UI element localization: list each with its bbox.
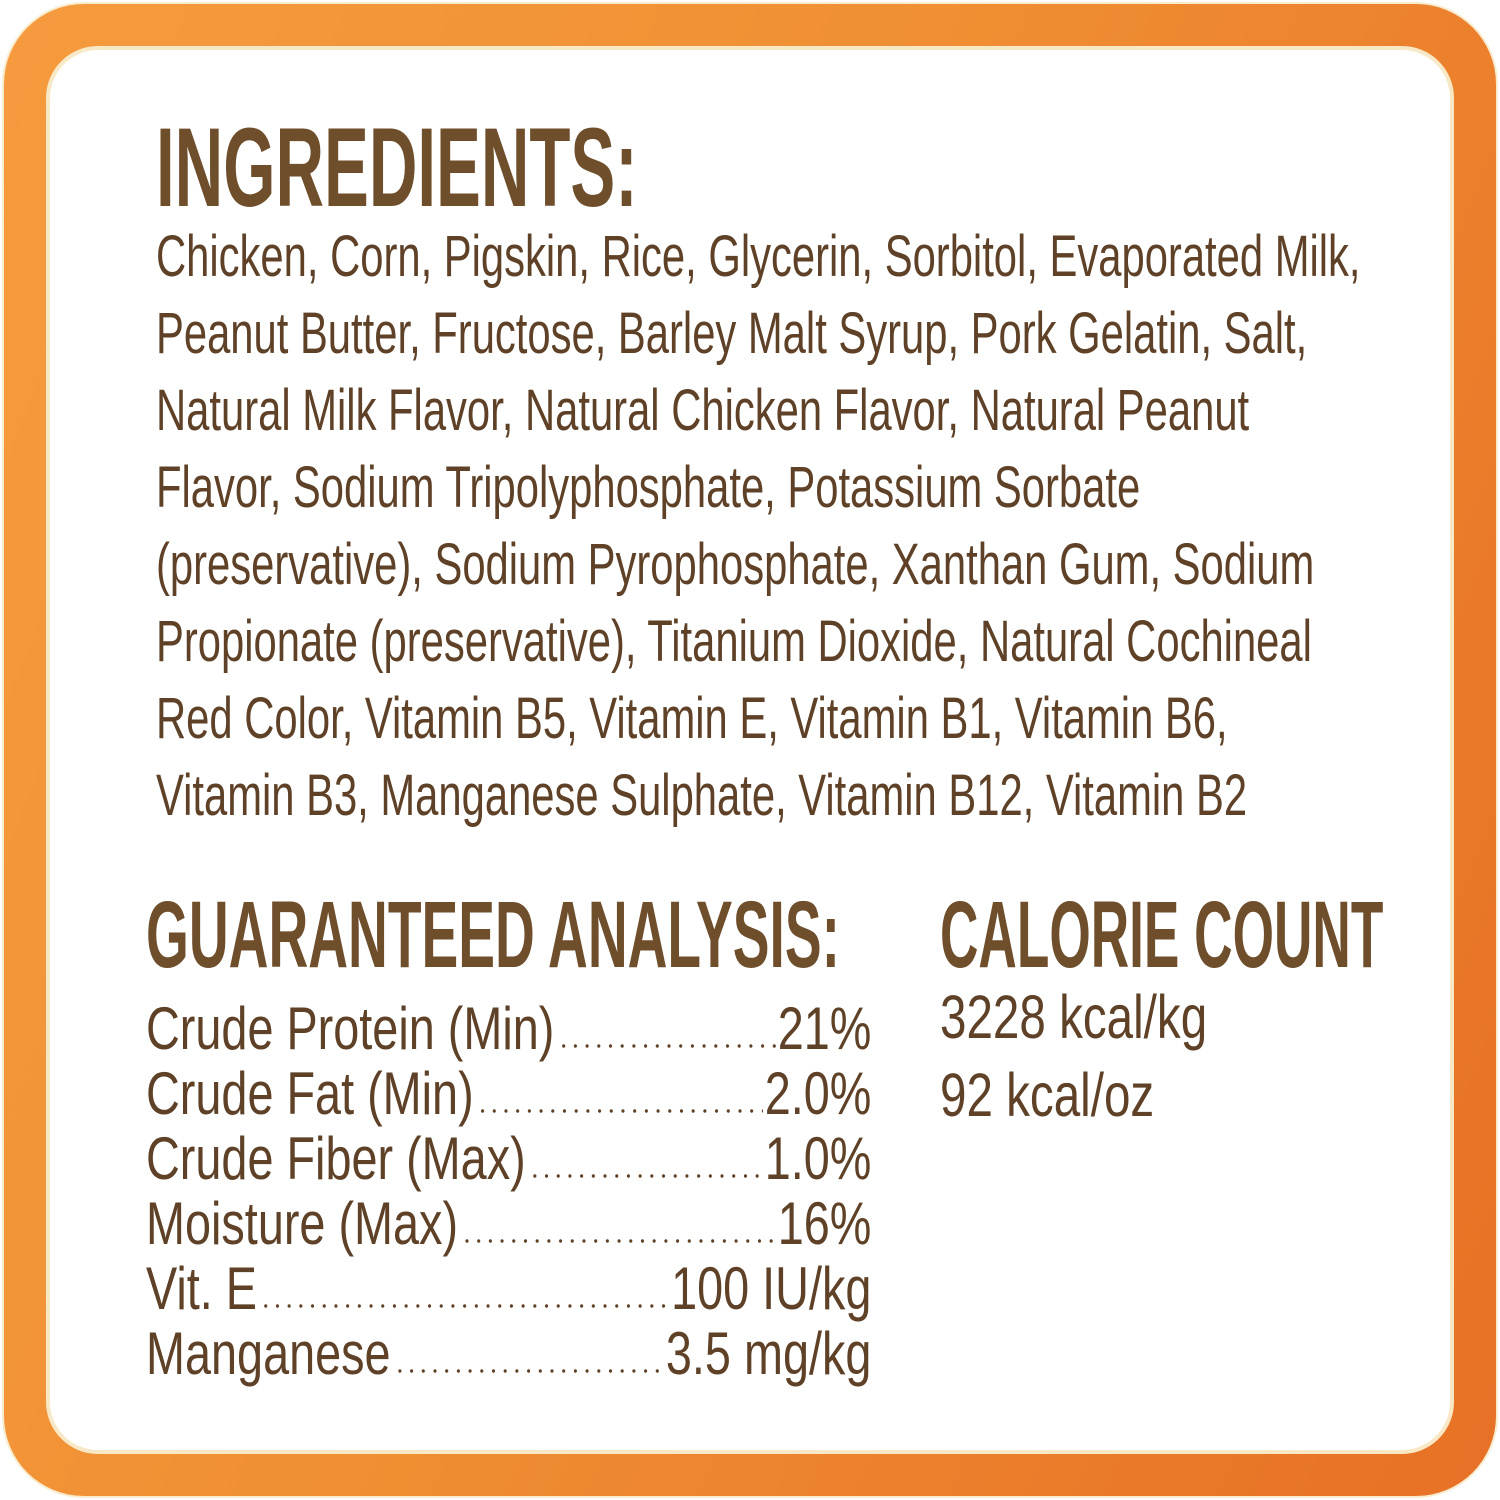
guaranteed-analysis-table: Crude Protein (Min) 21% Crude Fat (Min) … (146, 996, 871, 1386)
orange-border-frame (4, 4, 1496, 1496)
dot-leader (459, 1191, 777, 1256)
analysis-value: 16% (777, 1190, 872, 1257)
analysis-value: 1.0% (764, 1125, 872, 1192)
analysis-row: Manganese 3.5 mg/kg (146, 1321, 871, 1386)
ingredients-line: Red Color, Vitamin B5, Vitamin E, Vitami… (156, 686, 1228, 751)
ingredients-list: Chicken, Corn, Pigskin, Rice, Glycerin, … (156, 218, 1361, 834)
dot-leader (475, 1061, 764, 1126)
dot-leader (555, 996, 777, 1061)
ingredients-line: Vitamin B3, Manganese Sulphate, Vitamin … (156, 763, 1248, 828)
dot-leader (258, 1256, 670, 1321)
calorie-count-values: 3228 kcal/kg 92 kcal/oz (940, 978, 1207, 1134)
ingredients-heading: INGREDIENTS: (156, 105, 638, 230)
analysis-label: Moisture (Max) (146, 1190, 459, 1257)
analysis-row: Crude Fiber (Max) 1.0% (146, 1126, 871, 1191)
analysis-row: Vit. E 100 IU/kg (146, 1256, 871, 1321)
analysis-row: Moisture (Max) 16% (146, 1191, 871, 1256)
analysis-label: Vit. E (146, 1255, 257, 1322)
analysis-value: 100 IU/kg (671, 1255, 872, 1322)
analysis-label: Crude Fiber (Max) (146, 1125, 526, 1192)
analysis-label: Crude Protein (Min) (146, 995, 555, 1062)
analysis-value: 3.5 mg/kg (665, 1320, 872, 1387)
ingredients-line: Flavor, Sodium Tripolyphosphate, Potassi… (156, 455, 1141, 520)
ingredients-line: Peanut Butter, Fructose, Barley Malt Syr… (156, 301, 1308, 366)
dot-leader (392, 1321, 665, 1386)
calorie-count-heading: CALORIE COUNT (940, 882, 1384, 988)
ingredients-line: Natural Milk Flavor, Natural Chicken Fla… (156, 378, 1250, 443)
analysis-row: Crude Protein (Min) 21% (146, 996, 871, 1061)
analysis-value: 2.0% (764, 1060, 872, 1127)
ingredients-line: Propionate (preservative), Titanium Diox… (156, 609, 1312, 674)
calorie-value: 3228 kcal/kg (940, 983, 1208, 1051)
dot-leader (527, 1126, 764, 1191)
calorie-value: 92 kcal/oz (940, 1061, 1155, 1129)
analysis-row: Crude Fat (Min) 2.0% (146, 1061, 871, 1126)
ingredients-line: Chicken, Corn, Pigskin, Rice, Glycerin, … (156, 224, 1361, 289)
guaranteed-analysis-heading: GUARANTEED ANALYSIS: (146, 882, 840, 988)
analysis-label: Manganese (146, 1320, 391, 1387)
analysis-label: Crude Fat (Min) (146, 1060, 474, 1127)
ingredients-line: (preservative), Sodium Pyrophosphate, Xa… (156, 532, 1315, 597)
analysis-value: 21% (777, 995, 872, 1062)
